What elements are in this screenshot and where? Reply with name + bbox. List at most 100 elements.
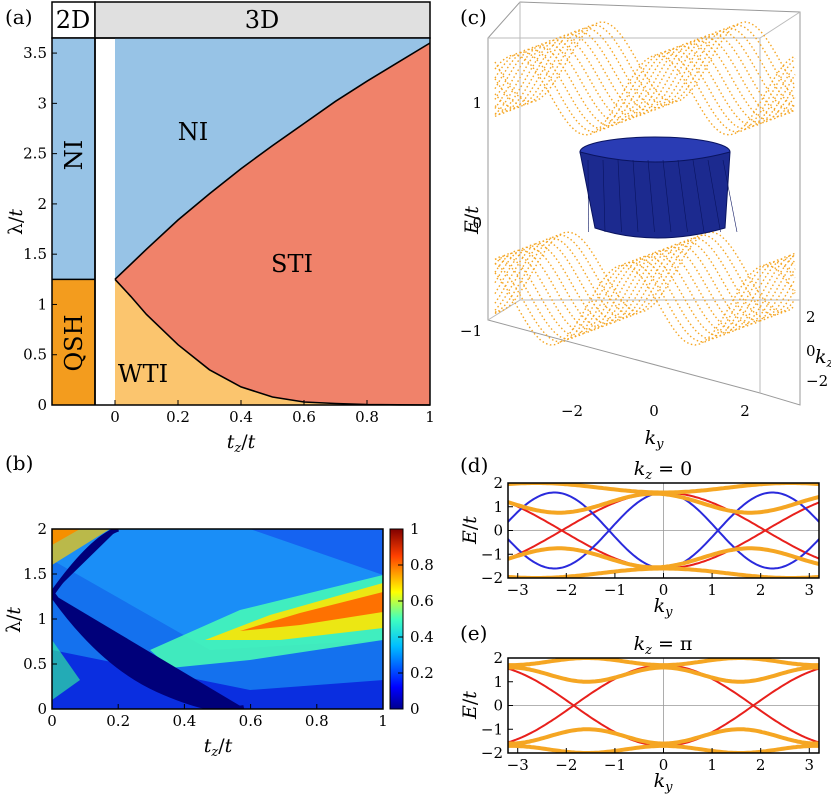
x-tick-label: 0.2 [166, 408, 190, 426]
panel-label-d: (d) [460, 453, 488, 477]
colorbar-tick-label: 0.4 [410, 628, 434, 646]
region-wti [115, 279, 430, 405]
region-qsh [52, 279, 95, 405]
kz-tick-label: 2 [806, 308, 816, 326]
upper-band-dots [494, 51, 796, 133]
box-edge [759, 11, 801, 39]
upper-band-dots [494, 33, 796, 115]
lower-band-dots [494, 231, 796, 313]
e-ticks: 1 0 −1 [460, 94, 482, 340]
band-curves-e [508, 658, 819, 753]
colorbar-tick-label: 0 [410, 700, 420, 718]
cone-grid-line [662, 159, 672, 233]
y-tick-label: 0.5 [23, 346, 47, 364]
title-e: kz = π [634, 633, 693, 658]
colorbar-tick-label: 1 [410, 520, 420, 538]
x-tick-label: −1 [604, 756, 626, 774]
y-tick-label: 2 [37, 520, 47, 538]
phase-diagram-panel: 2D 3D NI STI WTI NI QSH 0 0.2 0.4 0.6 0.8 1 0… [5, 1, 435, 456]
heatmap-field [52, 529, 383, 709]
y-ticks-d: −2 −1 0 1 2 [481, 474, 513, 587]
label-sti: STI [271, 250, 313, 278]
x-axis-label-c: ky [645, 427, 665, 452]
y-tick-label: 0 [493, 697, 503, 715]
lower-band-dots [494, 258, 796, 340]
y-tick-label: 2 [493, 649, 503, 667]
x-ticks-a: 0 0.2 0.4 0.6 0.8 1 [110, 400, 435, 426]
header-2d-label: 2D [56, 6, 91, 34]
bulk-band-edge [508, 743, 819, 753]
lower-band-dots [494, 237, 796, 319]
kz-ticks: 2 0 −2 [806, 308, 828, 390]
y-ticks-e: −2 −1 0 1 2 [481, 649, 513, 762]
x-ticks-b: 0 0.2 0.4 0.6 0.8 1 [47, 704, 388, 730]
label-ni-2d: NI [60, 140, 88, 170]
x-tick-label: −2 [555, 581, 577, 599]
x-axis-label-a: tz/t [227, 431, 256, 456]
heatmap-left-green [52, 640, 80, 700]
x-tick-label: −3 [507, 756, 529, 774]
heatmap-orange-band [240, 592, 383, 631]
upper-band-dots [494, 42, 796, 124]
header-3d-label: 3D [245, 6, 280, 34]
bulk-band-edge [508, 727, 819, 746]
y-tick-label: 2.5 [23, 145, 47, 163]
gap-closing-line-upper [52, 529, 120, 596]
y-axis-label-b: λ/t [3, 607, 25, 633]
x-axis-label-d: ky [654, 595, 674, 620]
x-tick-label: 0.6 [239, 712, 263, 730]
bulk-band-edge [508, 658, 819, 668]
lower-band-dots [494, 234, 796, 316]
x-tick-label: 0.8 [305, 712, 329, 730]
colorbar-tick-label: 0.6 [410, 592, 434, 610]
y-axis-label-a: λ/t [5, 209, 27, 235]
x-tick-label: 0.4 [229, 408, 253, 426]
y-ticks-b: 0 0.5 1 1.5 2 [23, 520, 57, 718]
x-tick-label: 1 [707, 581, 717, 599]
upper-band-dots [494, 45, 796, 127]
ky-tick-label: 2 [740, 402, 750, 420]
lower-band-dots [494, 246, 796, 328]
heatmap-panel: 00.20.40.60.81 0 0.2 0.4 0.6 0.8 1 00.511.52 … [3, 520, 434, 760]
lower-band-dots [494, 249, 796, 331]
x-tick-label: 0.2 [106, 712, 130, 730]
x-axis-label-e: ky [654, 770, 674, 795]
x-ticks-e: −3 −2 −1 0 1 2 3 [507, 748, 814, 774]
cone-grid-line [692, 159, 705, 233]
y-tick-label: 1 [37, 295, 47, 313]
upper-band-dots [494, 39, 796, 121]
colorbar [389, 528, 404, 710]
x-tick-label: −3 [507, 581, 529, 599]
upper-band-dots [494, 24, 796, 106]
y-tick-label: 1 [37, 610, 47, 628]
y-ticks-a: 0 0.5 1 1.5 2 2.5 3 3.5 [23, 44, 57, 414]
cone-grid-line [602, 159, 606, 233]
x-tick-label: 0.6 [292, 408, 316, 426]
label-ni-3d: NI [178, 118, 208, 146]
x-tick-label: 3 [805, 756, 815, 774]
bulk-band-dots [494, 21, 796, 346]
y-axis-label-c: E/t [461, 206, 483, 235]
panel-label-a: (a) [5, 5, 33, 29]
y-tick-label: −1 [481, 720, 503, 738]
cone-grid-line [587, 159, 589, 233]
ky-ticks: −2 0 2 [561, 402, 750, 420]
y-tick-label: 2 [37, 195, 47, 213]
upper-band-dots [494, 27, 796, 109]
kz-tick-label: −2 [806, 372, 828, 390]
y-tick-label: −1 [481, 545, 503, 563]
cone-grid-line [707, 159, 721, 233]
y-tick-label: 1 [493, 673, 503, 691]
x-ticks-d: −3 −2 −1 0 1 2 3 [507, 573, 814, 599]
kz-tick-label: 0 [806, 342, 816, 360]
y-tick-label: 0 [493, 522, 503, 540]
cone-grid-line [722, 159, 738, 233]
cone-grid-line [617, 159, 622, 233]
y-tick-label: 1 [493, 498, 503, 516]
upper-phase-boundary [114, 42, 431, 280]
lower-band-dots [494, 252, 796, 334]
z-axis-label-c: kz [815, 346, 831, 371]
y-tick-label: −2 [481, 744, 503, 762]
label-wti: WTI [118, 360, 168, 388]
